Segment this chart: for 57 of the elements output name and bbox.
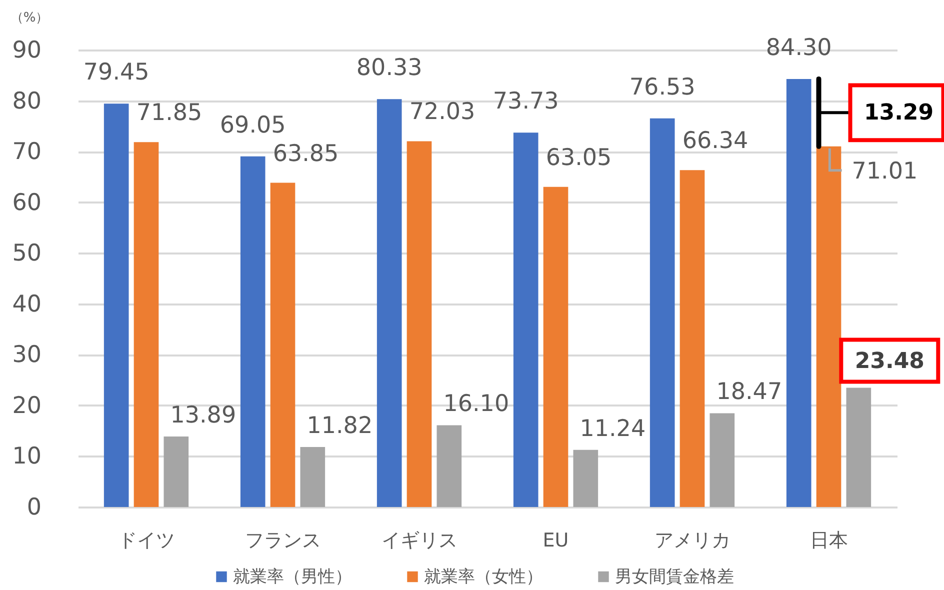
data-label: 11.24 <box>580 416 646 442</box>
y-tick-label: 90 <box>12 38 42 64</box>
bar <box>543 186 568 507</box>
bar <box>650 118 675 507</box>
bar <box>710 413 735 507</box>
y-tick-label: 10 <box>12 444 42 470</box>
x-tick-label: EU <box>542 530 569 552</box>
bar <box>300 446 326 507</box>
bar <box>816 146 842 507</box>
data-label: 73.73 <box>492 88 559 115</box>
bar <box>270 182 296 507</box>
bar <box>573 450 598 507</box>
data-label: 71.85 <box>136 100 202 126</box>
data-label: 72.03 <box>409 99 476 126</box>
data-label: 71.01 <box>852 158 918 184</box>
data-label: 18.47 <box>716 379 782 406</box>
y-tick-label: 70 <box>12 139 42 166</box>
data-label: 69.05 <box>220 112 286 138</box>
bar <box>164 436 189 507</box>
y-axis-title: （%） <box>10 10 49 26</box>
x-tick-label: フランス <box>244 530 321 552</box>
bar <box>406 141 432 507</box>
bar <box>104 104 129 507</box>
y-tick-label: 20 <box>12 392 42 419</box>
x-tick-label: 日本 <box>810 530 848 552</box>
y-tick-label: 50 <box>12 240 42 267</box>
data-label: 63.85 <box>272 140 339 167</box>
bar <box>680 170 705 507</box>
data-label: 16.10 <box>443 391 510 418</box>
bar <box>240 156 266 507</box>
y-tick-label: 40 <box>12 291 42 318</box>
data-label: 66.34 <box>682 128 748 154</box>
x-tick-label: アメリカ <box>654 530 730 552</box>
legend-label: 就業率（男性） <box>233 566 352 587</box>
y-tick-label: 30 <box>12 342 42 368</box>
data-label: 76.53 <box>629 74 696 100</box>
legend-label: 男女間賃金格差 <box>615 566 734 587</box>
data-label: 84.30 <box>766 34 832 61</box>
data-label: 23.48 <box>854 348 924 374</box>
data-label: 79.45 <box>83 60 150 86</box>
bar <box>846 388 872 507</box>
data-label: 13.89 <box>170 402 236 428</box>
bar <box>376 99 402 507</box>
data-label: 11.82 <box>306 412 373 439</box>
y-tick-label: 0 <box>26 494 42 520</box>
bar <box>436 425 462 507</box>
bar <box>786 78 812 507</box>
x-tick-label: イギリス <box>381 530 458 552</box>
y-tick-label: 60 <box>12 190 42 216</box>
bar <box>513 132 538 507</box>
bar <box>134 142 159 507</box>
data-label: 80.33 <box>356 55 422 82</box>
x-tick-label: ドイツ <box>118 530 175 552</box>
y-tick-label: 80 <box>12 88 42 114</box>
data-label: 63.05 <box>546 144 612 171</box>
annotation: 13.29 <box>864 100 934 126</box>
legend-label: 就業率（女性） <box>424 566 543 587</box>
